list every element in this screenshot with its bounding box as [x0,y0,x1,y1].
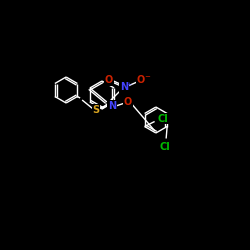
Text: O: O [105,75,113,85]
Text: O: O [137,75,145,85]
Text: Cl: Cl [157,114,168,124]
Text: N: N [120,82,128,92]
Text: +: + [126,82,132,86]
Text: −: − [144,74,150,80]
Text: N: N [108,101,116,111]
Text: S: S [92,105,100,115]
Text: Cl: Cl [160,142,170,152]
Text: O: O [124,97,132,107]
